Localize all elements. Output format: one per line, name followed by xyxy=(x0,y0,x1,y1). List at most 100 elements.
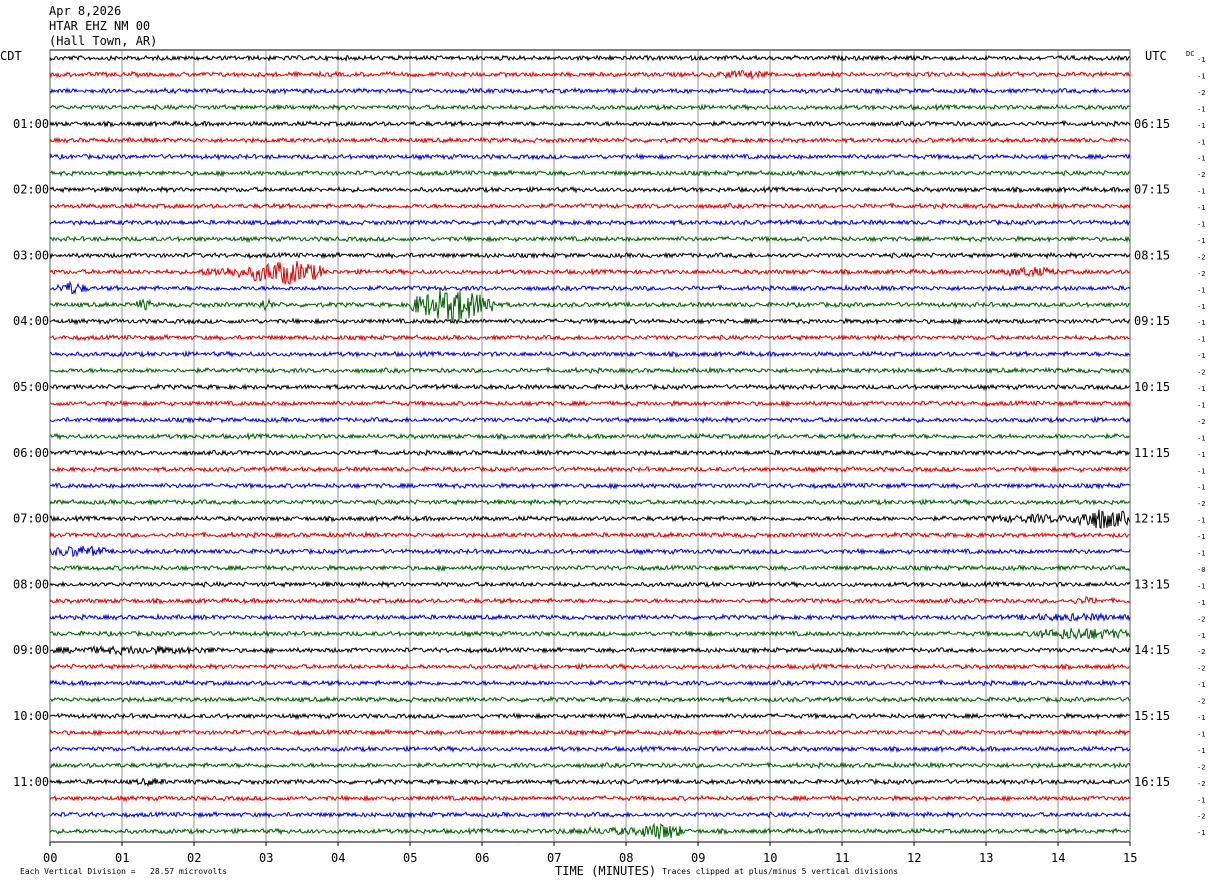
x-axis-title: TIME (MINUTES) xyxy=(555,864,657,878)
x-tick-label: 14 xyxy=(1051,851,1066,865)
clipping-note: Traces clipped at plus/minus 5 vertical … xyxy=(662,867,899,876)
seismic-trace xyxy=(49,810,1131,819)
dc-offset-label: -1 xyxy=(1197,138,1205,146)
dc-offset-label: -1 xyxy=(1197,72,1205,80)
hour-label-left: 11:00 xyxy=(13,775,49,789)
dc-offset-label: -1 xyxy=(1197,632,1205,640)
x-tick-label: 13 xyxy=(979,851,994,865)
hour-label-left: 05:00 xyxy=(13,380,49,394)
dc-offset-label: -1 xyxy=(1197,533,1205,541)
dc-offset-label: -2 xyxy=(1197,270,1205,278)
seismic-trace xyxy=(49,627,1131,641)
seismic-trace xyxy=(49,545,1131,558)
seismic-trace xyxy=(49,432,1131,441)
dc-offset-label: -1 xyxy=(1197,451,1205,459)
dc-offset-label: -1 xyxy=(1197,484,1205,492)
seismic-trace xyxy=(49,317,1131,326)
seismic-trace xyxy=(49,218,1131,227)
hour-label-right: 09:15 xyxy=(1134,314,1170,328)
x-tick-label: 01 xyxy=(115,851,130,865)
seismic-trace xyxy=(49,103,1131,112)
hour-label-left: 03:00 xyxy=(13,248,49,262)
dc-offset-label: -1 xyxy=(1197,122,1205,130)
hour-label-left: 09:00 xyxy=(13,643,49,657)
seismic-trace xyxy=(49,580,1131,589)
seismic-trace xyxy=(49,185,1131,194)
hour-label-left: 06:00 xyxy=(13,446,49,460)
right-timezone-label: UTC xyxy=(1145,49,1167,63)
dc-offset-label: -1 xyxy=(1197,286,1205,294)
seismic-trace xyxy=(49,777,1131,788)
x-tick-label: 12 xyxy=(907,851,922,865)
hour-label-right: 06:15 xyxy=(1134,117,1170,131)
dc-offset-label: -2 xyxy=(1197,418,1205,426)
x-tick-label: 10 xyxy=(763,851,778,865)
dc-offset-label: -2 xyxy=(1197,500,1205,508)
seismic-trace xyxy=(50,169,1131,178)
hour-label-right: 13:15 xyxy=(1134,577,1170,591)
seismic-trace xyxy=(49,822,1131,840)
station-id: HTAR EHZ NM 00 xyxy=(49,19,151,33)
seismic-trace xyxy=(49,744,1131,754)
left-timezone-label: CDT xyxy=(0,49,22,63)
seismic-trace xyxy=(49,86,1131,95)
x-tick-label: 15 xyxy=(1123,851,1138,865)
hour-label-left: 02:00 xyxy=(13,183,49,197)
dc-offset-label: -1 xyxy=(1197,401,1205,409)
seismic-trace xyxy=(49,69,1131,81)
seismic-trace xyxy=(49,366,1131,375)
x-tick-label: 07 xyxy=(547,851,562,865)
seismic-trace xyxy=(49,678,1131,687)
seismic-trace xyxy=(49,349,1131,359)
dc-offset-label: -1 xyxy=(1197,434,1205,442)
seismic-trace xyxy=(49,644,1131,656)
x-tick-label: 04 xyxy=(331,851,346,865)
seismic-trace xyxy=(49,289,1131,324)
x-tick-label: 08 xyxy=(619,851,634,865)
x-tick-label: 05 xyxy=(403,851,418,865)
x-tick-label: 11 xyxy=(835,851,850,865)
seismic-trace xyxy=(49,794,1131,803)
dc-offset-label: -0 xyxy=(1197,566,1205,574)
dc-offset-label: -1 xyxy=(1197,550,1205,558)
seismic-trace xyxy=(50,333,1131,342)
hour-label-left: 01:00 xyxy=(13,117,49,131)
seismic-trace xyxy=(49,152,1131,161)
seismic-trace xyxy=(49,415,1131,425)
dc-offset-label: -2 xyxy=(1197,813,1205,821)
dc-offset-label: -1 xyxy=(1197,221,1205,229)
hour-label-left: 08:00 xyxy=(13,577,49,591)
hour-label-right: 10:15 xyxy=(1134,380,1170,394)
dc-offset-label: -2 xyxy=(1197,369,1205,377)
seismic-trace xyxy=(50,448,1131,457)
station-location: (Hall Town, AR) xyxy=(49,34,158,48)
seismic-trace xyxy=(49,712,1131,721)
dc-offset-label: -2 xyxy=(1197,665,1205,673)
dc-offset-label: -2 xyxy=(1197,763,1205,771)
dc-offset-label: -1 xyxy=(1197,582,1205,590)
dc-offset-label: -1 xyxy=(1197,352,1205,360)
seismic-trace xyxy=(49,481,1131,490)
seismic-trace xyxy=(49,260,1131,285)
hour-label-right: 12:15 xyxy=(1134,512,1170,526)
vertical-division-note: Each Vertical Division = 28.57 microvolt… xyxy=(20,867,228,876)
hour-label-left: 10:00 xyxy=(13,709,49,723)
seismic-trace xyxy=(49,280,1131,295)
dc-offset-label: -2 xyxy=(1197,89,1205,97)
dc-offset-label: -2 xyxy=(1197,253,1205,261)
dc-offset-label: -2 xyxy=(1197,171,1205,179)
dc-offset-label: -1 xyxy=(1197,730,1205,738)
seismic-trace xyxy=(49,509,1131,529)
hour-label-left: 04:00 xyxy=(13,314,49,328)
seismic-trace xyxy=(49,498,1131,507)
hour-label-right: 08:15 xyxy=(1134,248,1170,262)
dc-offset-label: -1 xyxy=(1197,747,1205,755)
hour-label-right: 07:15 xyxy=(1134,183,1170,197)
seismic-trace xyxy=(49,54,1131,63)
dc-offset-label: -1 xyxy=(1197,796,1205,804)
dc-offset-label: -2 xyxy=(1197,615,1205,623)
dc-offset-label: -1 xyxy=(1197,714,1205,722)
x-tick-label: 06 xyxy=(475,851,490,865)
seismic-trace xyxy=(49,251,1131,260)
